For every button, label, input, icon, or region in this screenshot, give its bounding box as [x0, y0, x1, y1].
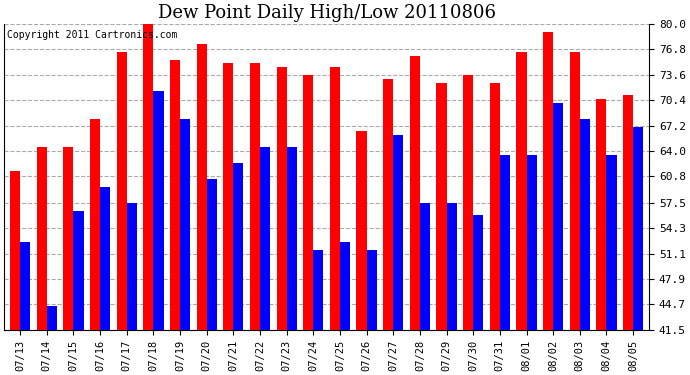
Bar	[250, 63, 260, 330]
Bar	[553, 103, 563, 330]
Bar	[313, 251, 324, 330]
Bar	[340, 242, 350, 330]
Bar	[100, 187, 110, 330]
Bar	[197, 44, 207, 330]
Bar	[463, 75, 473, 330]
Bar	[580, 119, 590, 330]
Bar	[473, 214, 483, 330]
Bar	[117, 51, 127, 330]
Bar	[233, 163, 244, 330]
Bar	[633, 127, 643, 330]
Bar	[180, 119, 190, 330]
Bar	[437, 83, 446, 330]
Bar	[224, 63, 233, 330]
Bar	[330, 68, 340, 330]
Bar	[207, 179, 217, 330]
Bar	[607, 155, 617, 330]
Bar	[47, 306, 57, 330]
Bar	[170, 60, 180, 330]
Bar	[500, 155, 510, 330]
Bar	[37, 147, 47, 330]
Bar	[490, 83, 500, 330]
Bar	[63, 147, 73, 330]
Bar	[127, 202, 137, 330]
Bar	[543, 32, 553, 330]
Bar	[73, 211, 83, 330]
Bar	[420, 202, 430, 330]
Text: Copyright 2011 Cartronics.com: Copyright 2011 Cartronics.com	[8, 30, 178, 40]
Bar	[446, 202, 457, 330]
Bar	[570, 51, 580, 330]
Title: Dew Point Daily High/Low 20110806: Dew Point Daily High/Low 20110806	[157, 4, 495, 22]
Bar	[516, 51, 526, 330]
Bar	[357, 131, 366, 330]
Bar	[596, 99, 607, 330]
Bar	[144, 20, 153, 330]
Bar	[277, 68, 286, 330]
Bar	[20, 242, 30, 330]
Bar	[90, 119, 100, 330]
Bar	[303, 75, 313, 330]
Bar	[393, 135, 404, 330]
Bar	[383, 80, 393, 330]
Bar	[410, 56, 420, 330]
Bar	[366, 251, 377, 330]
Bar	[286, 147, 297, 330]
Bar	[526, 155, 537, 330]
Bar	[10, 171, 20, 330]
Bar	[153, 91, 164, 330]
Bar	[260, 147, 270, 330]
Bar	[623, 95, 633, 330]
